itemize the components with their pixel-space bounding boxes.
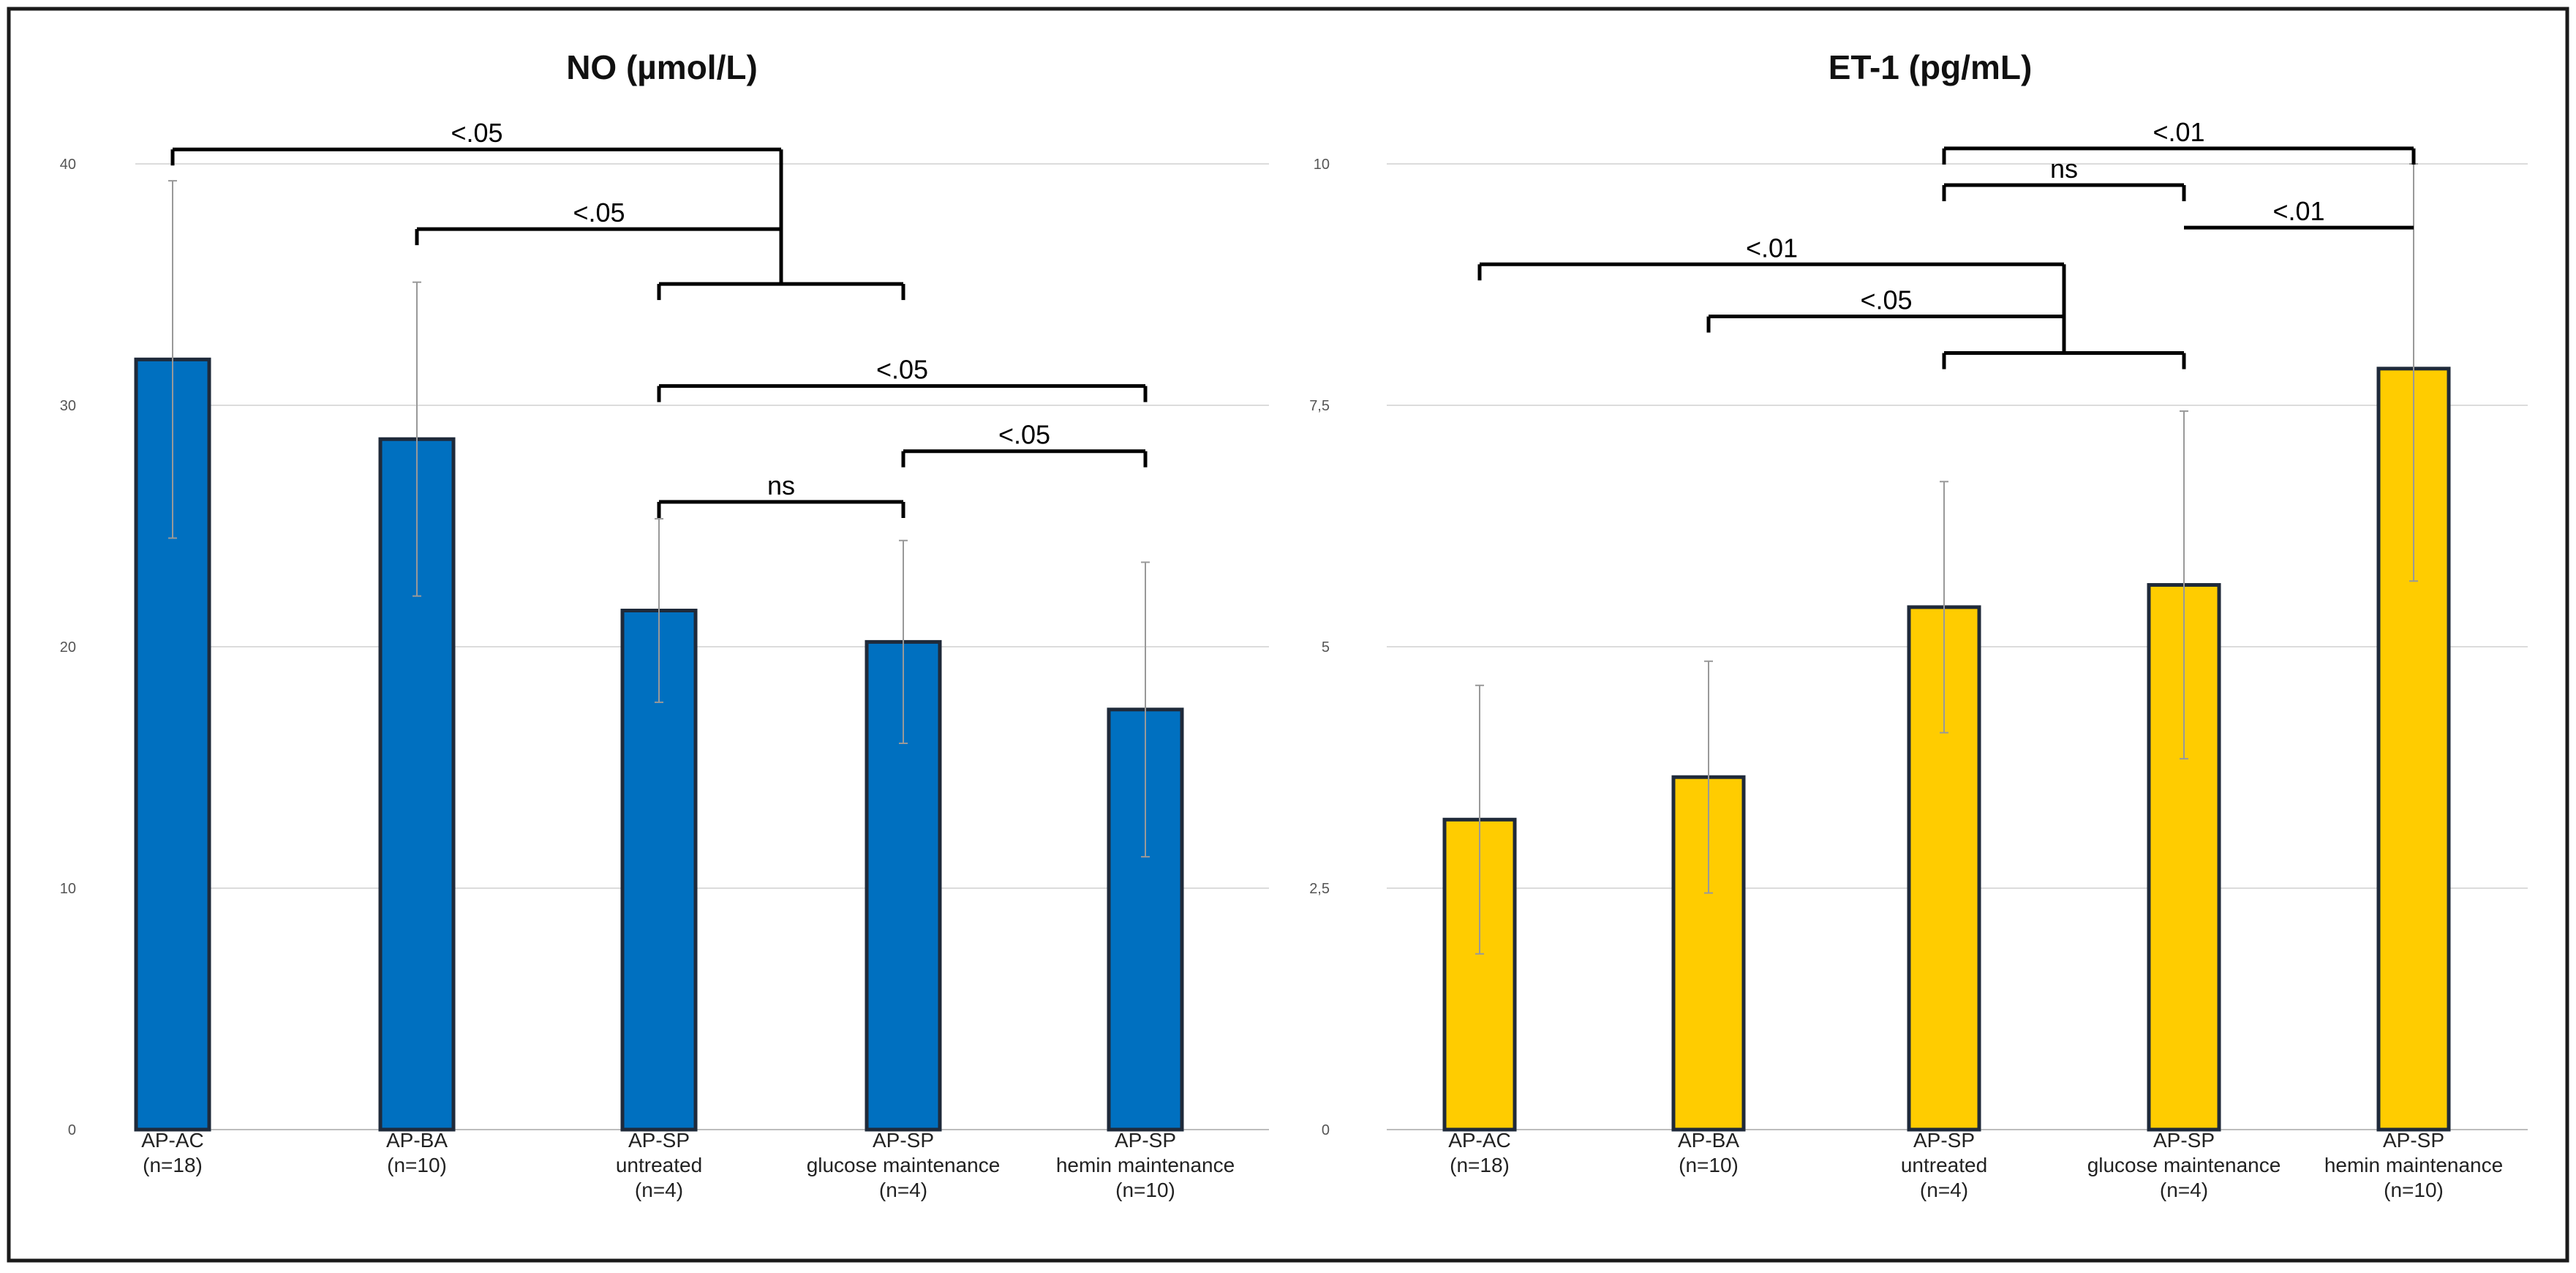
y-tick-label: 5 xyxy=(1322,639,1330,656)
category-label-line: AP-SP xyxy=(2383,1129,2444,1152)
category-label: AP-AC (n=18) xyxy=(1448,1129,1511,1176)
y-tick-label: 0 xyxy=(1322,1122,1330,1138)
category-label: AP-SP untreated (n=4) xyxy=(616,1129,702,1201)
category-label-line: AP-AC xyxy=(141,1129,204,1152)
significance-label: <.01 xyxy=(1746,233,1798,263)
category-label-line: glucose maintenance xyxy=(807,1154,1001,1176)
category-label-line: (n=18) xyxy=(143,1154,203,1176)
significance-label: <.05 xyxy=(998,420,1050,450)
significance-label: <.05 xyxy=(573,198,625,228)
category-label-line: (n=10) xyxy=(1679,1154,1739,1176)
y-tick-label: 20 xyxy=(60,639,76,656)
category-label-line: AP-SP xyxy=(2153,1129,2215,1152)
category-label-line: AP-SP xyxy=(628,1129,690,1152)
y-tick-label: 7,5 xyxy=(1309,398,1330,414)
category-label-line: AP-SP xyxy=(1115,1129,1176,1152)
category-label: AP-SP untreated (n=4) xyxy=(1901,1129,1987,1201)
category-label: AP-BA (n=10) xyxy=(1678,1129,1739,1176)
y-tick-label: 0 xyxy=(68,1122,76,1138)
category-label-line: (n=10) xyxy=(2384,1179,2444,1201)
significance-label: <.05 xyxy=(876,355,928,385)
significance-label: <.01 xyxy=(2153,117,2204,147)
category-label-line: (n=4) xyxy=(879,1179,927,1201)
category-label: AP-SP glucose maintenance (n=4) xyxy=(2087,1129,2281,1201)
category-label-line: AP-SP xyxy=(1913,1129,1975,1152)
category-label: AP-SP hemin maintenance (n=10) xyxy=(2324,1129,2503,1201)
chart-title: ET-1 (pg/mL) xyxy=(1829,48,2033,86)
y-tick-label: 2,5 xyxy=(1309,881,1330,897)
category-label-line: glucose maintenance xyxy=(2087,1154,2281,1176)
category-label-line: AP-BA xyxy=(1678,1129,1739,1152)
chart-title: NO (µmol/L) xyxy=(566,48,758,86)
category-label-line: hemin maintenance xyxy=(1056,1154,1235,1176)
significance-label: <.05 xyxy=(1860,285,1912,315)
category-label-line: AP-AC xyxy=(1448,1129,1511,1152)
category-label: AP-SP glucose maintenance (n=4) xyxy=(807,1129,1001,1201)
category-label-line: hemin maintenance xyxy=(2324,1154,2503,1176)
category-label: AP-BA (n=10) xyxy=(386,1129,448,1176)
category-label-line: (n=10) xyxy=(1115,1179,1175,1201)
category-label-line: (n=18) xyxy=(1450,1154,1510,1176)
category-label: AP-SP hemin maintenance (n=10) xyxy=(1056,1129,1235,1201)
category-label-line: (n=10) xyxy=(387,1154,447,1176)
significance-label: <.05 xyxy=(451,118,502,148)
category-label-line: untreated xyxy=(616,1154,702,1176)
category-label-line: AP-SP xyxy=(873,1129,934,1152)
category-label-line: AP-BA xyxy=(386,1129,448,1152)
significance-label: ns xyxy=(767,470,795,500)
y-tick-label: 30 xyxy=(60,398,76,414)
y-tick-label: 10 xyxy=(1314,157,1330,173)
category-label-line: (n=4) xyxy=(635,1179,683,1201)
category-label-line: untreated xyxy=(1901,1154,1987,1176)
category-label: AP-AC (n=18) xyxy=(141,1129,204,1176)
category-label-line: (n=4) xyxy=(1920,1179,1968,1201)
significance-label: ns xyxy=(2050,154,2078,184)
y-tick-label: 40 xyxy=(60,157,76,173)
category-label-line: (n=4) xyxy=(2160,1179,2208,1201)
y-tick-label: 10 xyxy=(60,881,76,897)
bar xyxy=(2376,367,2451,1132)
significance-label: <.01 xyxy=(2272,196,2324,226)
